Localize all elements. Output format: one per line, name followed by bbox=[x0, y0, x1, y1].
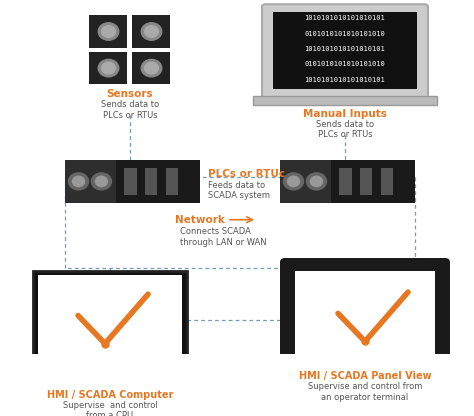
FancyBboxPatch shape bbox=[273, 12, 417, 89]
Circle shape bbox=[98, 23, 119, 40]
FancyBboxPatch shape bbox=[133, 15, 171, 48]
FancyBboxPatch shape bbox=[65, 160, 200, 203]
Text: Connects SCADA
through LAN or WAN: Connects SCADA through LAN or WAN bbox=[180, 228, 266, 247]
FancyBboxPatch shape bbox=[280, 160, 415, 203]
Circle shape bbox=[73, 176, 84, 186]
FancyBboxPatch shape bbox=[90, 15, 128, 48]
FancyBboxPatch shape bbox=[381, 168, 393, 195]
Circle shape bbox=[69, 173, 89, 190]
FancyBboxPatch shape bbox=[124, 168, 137, 195]
Text: 1010101010101010101: 1010101010101010101 bbox=[305, 15, 385, 21]
FancyBboxPatch shape bbox=[37, 275, 182, 356]
Text: HMI / SCADA Computer: HMI / SCADA Computer bbox=[47, 390, 173, 400]
FancyBboxPatch shape bbox=[280, 258, 450, 369]
FancyBboxPatch shape bbox=[166, 168, 178, 195]
Circle shape bbox=[101, 26, 115, 37]
Text: Sensors: Sensors bbox=[107, 89, 153, 99]
Circle shape bbox=[91, 173, 111, 190]
FancyBboxPatch shape bbox=[89, 368, 131, 375]
Circle shape bbox=[145, 62, 158, 74]
FancyBboxPatch shape bbox=[90, 52, 128, 84]
Text: Manual Inputs: Manual Inputs bbox=[303, 109, 387, 119]
FancyBboxPatch shape bbox=[146, 168, 157, 195]
Text: PLCs or RTUc: PLCs or RTUc bbox=[208, 168, 285, 178]
Text: Sends data to
PLCs or RTUs: Sends data to PLCs or RTUs bbox=[316, 120, 374, 139]
Circle shape bbox=[95, 176, 108, 186]
Circle shape bbox=[283, 173, 303, 190]
Circle shape bbox=[145, 26, 158, 37]
Circle shape bbox=[98, 59, 119, 77]
Text: HMI / SCADA Panel View: HMI / SCADA Panel View bbox=[299, 371, 431, 381]
Text: 0101010101010101010: 0101010101010101010 bbox=[305, 61, 385, 67]
FancyBboxPatch shape bbox=[33, 271, 188, 360]
FancyBboxPatch shape bbox=[280, 160, 331, 203]
FancyBboxPatch shape bbox=[253, 96, 437, 105]
Text: 0101010101010101010: 0101010101010101010 bbox=[305, 31, 385, 37]
Text: Supervise and control from
an operator terminal: Supervise and control from an operator t… bbox=[308, 382, 422, 402]
Text: 1010101010101010101: 1010101010101010101 bbox=[305, 77, 385, 83]
Circle shape bbox=[307, 173, 327, 190]
FancyBboxPatch shape bbox=[295, 271, 435, 356]
FancyBboxPatch shape bbox=[339, 168, 352, 195]
Circle shape bbox=[101, 62, 115, 74]
Text: 1010101010101010101: 1010101010101010101 bbox=[305, 46, 385, 52]
Text: Sends data to
PLCs or RTUs: Sends data to PLCs or RTUs bbox=[101, 101, 159, 120]
FancyBboxPatch shape bbox=[262, 4, 428, 99]
FancyBboxPatch shape bbox=[65, 160, 116, 203]
Text: Supervise  and control
from a CPU: Supervise and control from a CPU bbox=[63, 401, 157, 416]
FancyBboxPatch shape bbox=[133, 52, 171, 84]
FancyBboxPatch shape bbox=[26, 373, 194, 388]
Circle shape bbox=[310, 176, 322, 186]
Text: Feeds data to
SCADA system: Feeds data to SCADA system bbox=[208, 181, 270, 200]
Circle shape bbox=[288, 176, 300, 186]
Text: Network: Network bbox=[175, 215, 225, 225]
Circle shape bbox=[141, 59, 162, 77]
Circle shape bbox=[141, 23, 162, 40]
FancyBboxPatch shape bbox=[360, 168, 373, 195]
